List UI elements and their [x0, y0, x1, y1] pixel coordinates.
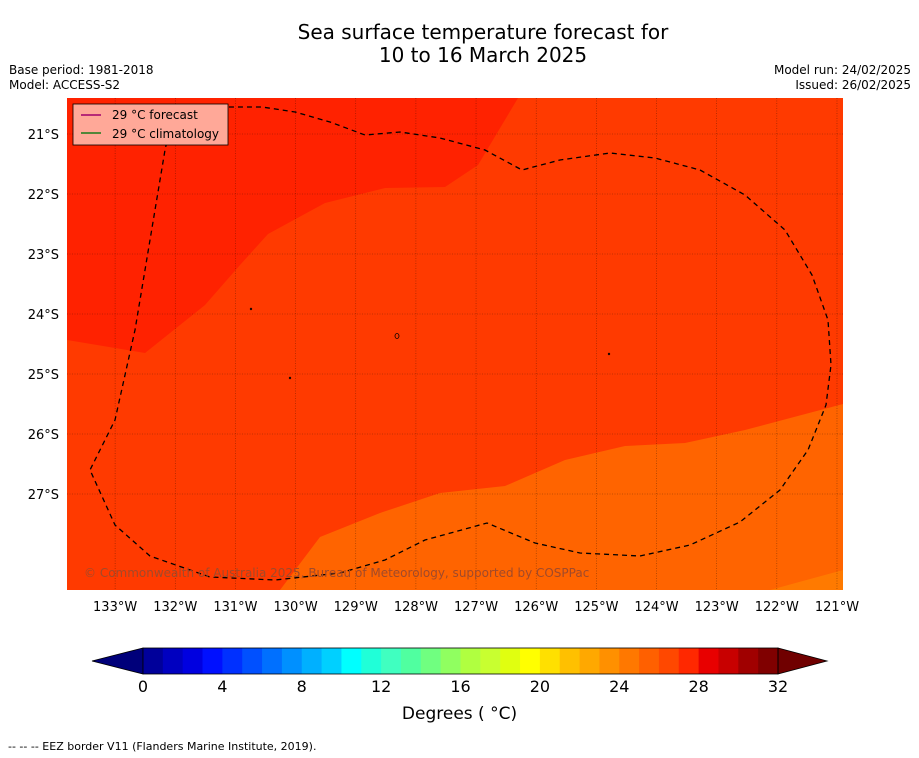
island	[394, 333, 400, 339]
legend-climatology-label: 29 °C climatology	[112, 127, 219, 141]
colorbar-segment	[420, 648, 442, 674]
island	[249, 307, 253, 311]
model-run: Model run: 24/02/2025	[773, 63, 911, 77]
colorbar-segment	[758, 648, 779, 674]
colorbar-frame	[142, 647, 779, 675]
colorbar-min-extension	[91, 647, 144, 675]
legend-box	[72, 103, 229, 146]
region-27-28	[67, 404, 843, 590]
colorbar-segment	[738, 648, 759, 674]
lon-label: 132°W	[153, 600, 197, 615]
colorbar-segment	[460, 648, 481, 674]
colorbar-segment	[440, 648, 461, 674]
islands	[249, 307, 611, 380]
colorbar	[91, 647, 829, 675]
title-line-2: 10 to 16 March 2025	[378, 43, 588, 67]
colorbar-segment	[381, 648, 402, 674]
lon-label: 124°W	[634, 600, 678, 615]
colorbar-segment	[222, 648, 243, 674]
colorbar-segment	[718, 648, 739, 674]
title-line-1: Sea surface temperature forecast for	[297, 20, 669, 44]
colorbar-segment	[678, 648, 700, 674]
lon-label: 122°W	[755, 600, 799, 615]
lat-label: 26°S	[28, 428, 59, 443]
model-name: Model: ACCESS-S2	[9, 78, 121, 92]
colorbar-units-label: Degrees ( °C)	[401, 704, 518, 724]
colorbar-segment	[281, 648, 303, 674]
island	[607, 352, 611, 356]
region-29-30	[67, 98, 518, 353]
colorbar-segment	[202, 648, 223, 674]
lat-label: 23°S	[28, 248, 59, 263]
colorbar-segment	[242, 648, 263, 674]
latitude-labels: 21°S 22°S 23°S 24°S 25°S 26°S 27°S	[28, 128, 59, 503]
colorbar-segment	[658, 648, 680, 674]
colorbar-tick-label: 20	[530, 677, 550, 696]
colorbar-tick-label: 16	[450, 677, 470, 696]
lon-label: 129°W	[334, 600, 378, 615]
colorbar-tick-label: 4	[217, 677, 227, 696]
colorbar-segment	[500, 648, 521, 674]
colorbar-tick-labels: 0 4 8 12 16 20 24 28 32	[138, 677, 788, 696]
colorbar-segment	[400, 648, 422, 674]
colorbar-segment	[599, 648, 620, 674]
colorbar-tick-label: 0	[138, 677, 148, 696]
colorbar-segment	[480, 648, 501, 674]
lat-label: 27°S	[28, 488, 59, 503]
eez-footnote: -- -- -- EEZ border V11 (Flanders Marine…	[8, 740, 317, 753]
colorbar-segment	[262, 648, 283, 674]
legend-forecast-label: 29 °C forecast	[112, 108, 198, 122]
colorbar-tick-label: 24	[609, 677, 629, 696]
colorbar-tick-label: 12	[371, 677, 391, 696]
colorbar-segment	[539, 648, 561, 674]
colorbar-segment	[619, 648, 640, 674]
colorbar-segment	[698, 648, 719, 674]
colorbar-max-extension	[777, 647, 829, 675]
copyright-text: © Commonwealth of Australia 2025, Bureau…	[84, 566, 589, 580]
temperature-field	[67, 98, 843, 590]
colorbar-tick-label: 8	[297, 677, 307, 696]
colorbar-segment	[182, 648, 204, 674]
eez-border	[89, 104, 832, 581]
colorbar-segment	[321, 648, 342, 674]
colorbar-tick-label: 32	[768, 677, 788, 696]
lat-label: 22°S	[28, 188, 59, 203]
colorbar-segment	[162, 648, 184, 674]
region-26-27	[770, 570, 843, 590]
lon-label: 127°W	[454, 600, 498, 615]
lat-label: 24°S	[28, 308, 59, 323]
lon-label: 131°W	[213, 600, 257, 615]
colorbar-tick-label: 28	[688, 677, 708, 696]
issued-date: Issued: 26/02/2025	[795, 78, 911, 92]
island	[288, 376, 292, 380]
lat-label: 21°S	[28, 128, 59, 143]
graticule	[67, 98, 843, 590]
lon-label: 128°W	[394, 600, 438, 615]
colorbar-segment	[143, 648, 164, 674]
longitude-labels: 133°W 132°W 131°W 130°W 129°W 128°W 127°W 126°W…	[93, 600, 859, 615]
lon-label: 126°W	[514, 600, 558, 615]
lon-label: 123°W	[695, 600, 739, 615]
colorbar-segment	[361, 648, 382, 674]
lat-label: 25°S	[28, 368, 59, 383]
colorbar-segment	[639, 648, 660, 674]
lon-label: 121°W	[815, 600, 859, 615]
lon-label: 125°W	[574, 600, 618, 615]
colorbar-segment	[341, 648, 362, 674]
colorbar-segment	[520, 648, 541, 674]
lon-label: 130°W	[274, 600, 318, 615]
base-period: Base period: 1981-2018	[9, 63, 154, 77]
lon-label: 133°W	[93, 600, 137, 615]
colorbar-segment	[301, 648, 323, 674]
colorbar-segment	[579, 648, 600, 674]
colorbar-segment	[559, 648, 581, 674]
map-legend: 29 °C forecast 29 °C climatology	[72, 103, 229, 146]
